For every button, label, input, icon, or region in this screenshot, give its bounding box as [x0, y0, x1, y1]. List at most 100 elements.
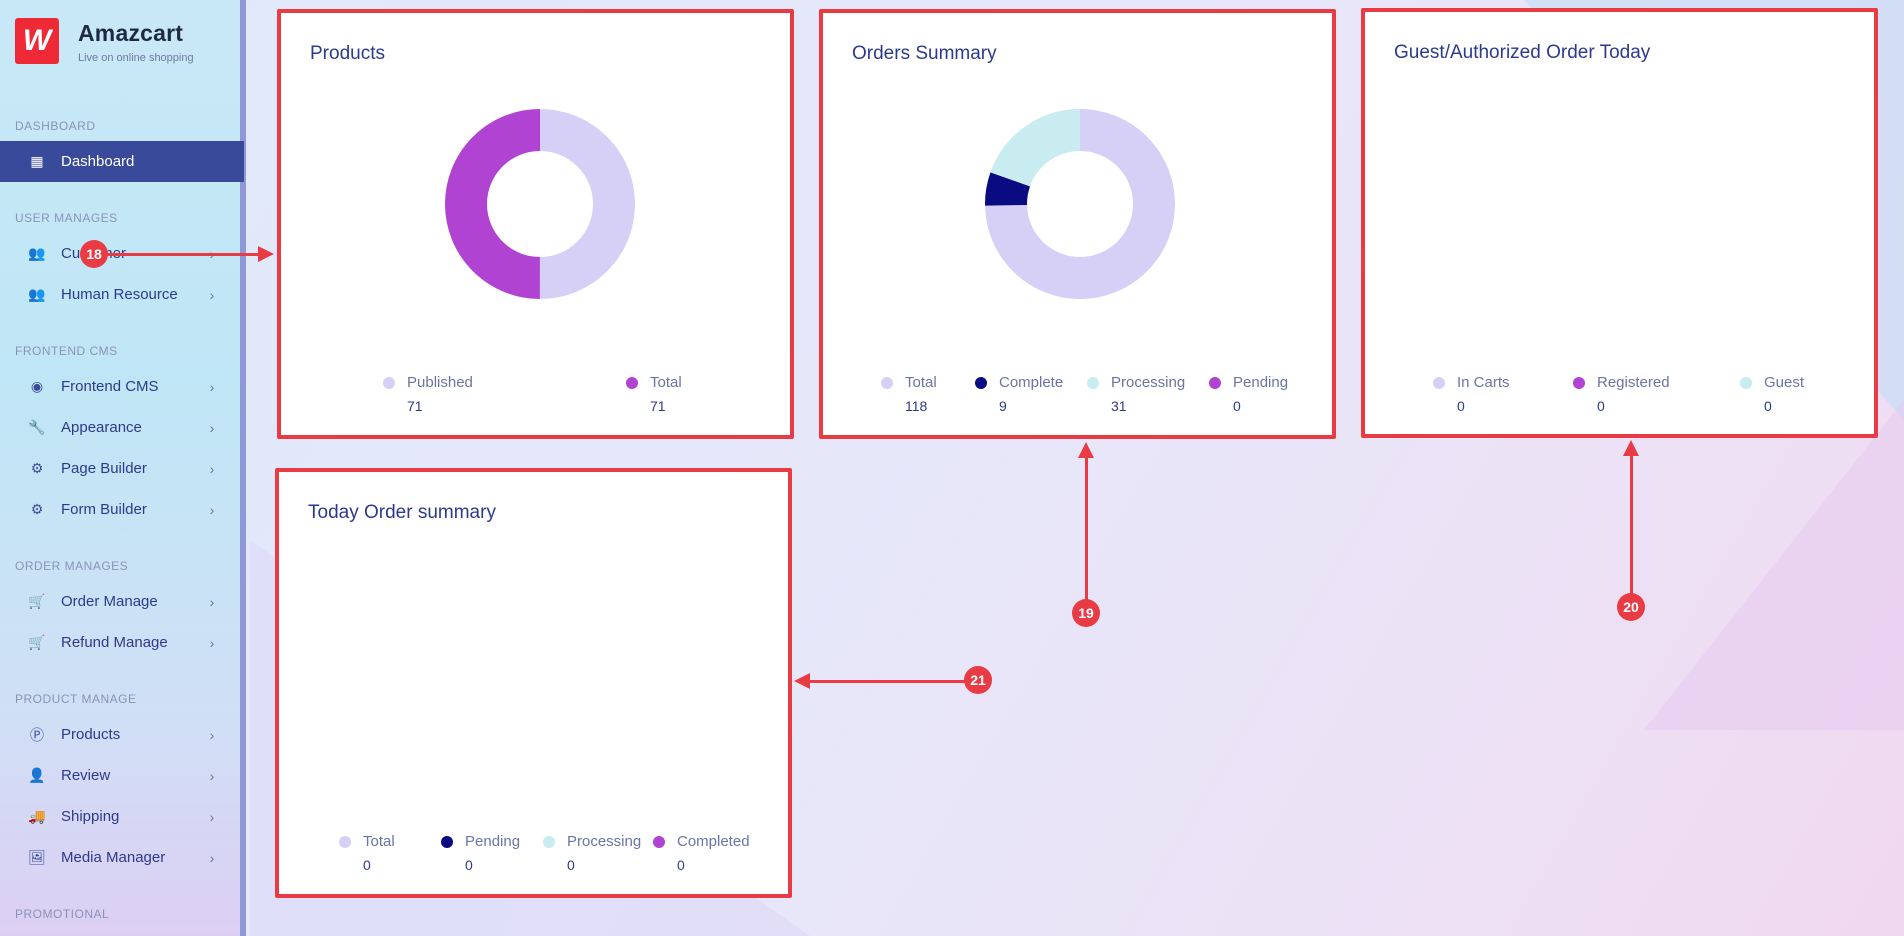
annotation-arrowhead: [258, 246, 274, 262]
sidebar-item-label: Frontend CMS: [61, 378, 159, 395]
annotation-arrow: [1085, 458, 1088, 608]
brand-title: Amazcart: [78, 20, 184, 46]
legend-dot: [441, 836, 453, 848]
chevron-right-icon: ›: [209, 460, 215, 477]
card-title: Orders Summary: [852, 43, 997, 64]
annotation-badge: 21: [964, 666, 992, 694]
sidebar-item-human-resource[interactable]: 👥 Human Resource ›: [0, 274, 244, 315]
guest-authorized-donut-chart: [1507, 88, 1737, 318]
legend-value: 0: [1233, 398, 1241, 414]
legend-label: Complete: [999, 374, 1064, 391]
card-title: Products: [310, 43, 385, 64]
legend-dot: [1209, 377, 1221, 389]
sidebar-item-label: Refund Manage: [61, 634, 168, 651]
gears-icon: ⚙: [30, 460, 44, 476]
annotation-arrowhead: [1623, 440, 1639, 456]
sidebar-item-form-builder[interactable]: ⚙ Form Builder ›: [0, 489, 244, 530]
cart-icon: 🛒: [28, 593, 46, 609]
legend-label: Registered: [1597, 374, 1670, 391]
orders-summary-donut-chart: [985, 109, 1175, 299]
legend-value: 9: [999, 398, 1007, 414]
chevron-right-icon: ›: [209, 501, 215, 518]
sidebar: W Amazcart Live on online shopping DASHB…: [0, 0, 246, 936]
annotation-badge: 18: [80, 240, 108, 268]
legend-value: 0: [1457, 398, 1465, 414]
background-shape: [1644, 400, 1904, 730]
sidebar-item-label: Media Manager: [61, 849, 166, 866]
sidebar-item-review[interactable]: 👤 Review ›: [0, 755, 244, 796]
donut-slice-complete[interactable]: [985, 109, 1175, 299]
sidebar-item-label: Order Manage: [61, 593, 158, 610]
chevron-right-icon: ›: [209, 634, 215, 651]
cart-icon: 🛒: [28, 634, 46, 650]
legend-dot: [653, 836, 665, 848]
sidebar-item-label: Dashboard: [61, 153, 135, 170]
donut-slice-total[interactable]: [445, 109, 635, 299]
legend-label: Processing: [1111, 374, 1186, 391]
sidebar-item-appearance[interactable]: 🔧 Appearance ›: [0, 407, 244, 448]
today-order-summary-card: Today Order summary Total 0 Pending 0 Pr…: [275, 468, 792, 898]
logo-icon: W: [15, 18, 59, 64]
donut-slice-processing[interactable]: [985, 109, 1175, 299]
legend-value: 71: [650, 398, 666, 414]
chevron-right-icon: ›: [209, 286, 215, 303]
card-title: Today Order summary: [308, 502, 496, 523]
brand-subtitle: Live on online shopping: [78, 52, 194, 64]
legend-label: Pending: [1233, 374, 1289, 391]
sidebar-item-label: Human Resource: [61, 286, 178, 303]
gears-icon: ⚙: [30, 501, 44, 517]
user-icon: 👤: [28, 767, 46, 783]
section-label-order-manages: ORDER MANAGES: [15, 559, 129, 573]
section-label-product-manage: PRODUCT MANAGE: [15, 692, 137, 706]
legend-label: Guest: [1764, 374, 1805, 391]
wrench-icon: 🔧: [28, 419, 46, 435]
legend-dot: [339, 836, 351, 848]
annotation-badge: 20: [1617, 593, 1645, 621]
legend-dot: [626, 377, 638, 389]
products-donut-chart: [445, 109, 635, 299]
section-label-user-manages: USER MANAGES: [15, 211, 118, 225]
section-label-frontend-cms: FRONTEND CMS: [15, 344, 118, 358]
sidebar-item-page-builder[interactable]: ⚙ Page Builder ›: [0, 448, 244, 489]
section-label-promotional: PROMOTIONAL: [15, 907, 110, 921]
annotation-arrowhead: [794, 673, 810, 689]
sidebar-item-products[interactable]: Ⓟ Products ›: [0, 714, 244, 755]
chevron-right-icon: ›: [209, 726, 215, 743]
card-title: Guest/Authorized Order Today: [1394, 42, 1651, 63]
legend-label: Total: [363, 833, 395, 850]
legend-value: 118: [905, 398, 928, 414]
annotation-arrowhead: [1078, 442, 1094, 458]
legend-label: Pending: [465, 833, 521, 850]
legend-dot: [1087, 377, 1099, 389]
legend-label: In Carts: [1457, 374, 1510, 391]
chevron-right-icon: ›: [209, 378, 215, 395]
sidebar-item-label: Appearance: [61, 419, 142, 436]
legend-value: 0: [363, 857, 371, 873]
truck-icon: 🚚: [28, 808, 46, 824]
legend-dot: [543, 836, 555, 848]
users-icon: 👥: [28, 286, 46, 302]
orders-summary-card: Orders Summary Total 118 Complete 9 Proc…: [819, 9, 1336, 439]
sidebar-item-dashboard[interactable]: ▦ Dashboard: [0, 141, 244, 182]
legend-label: Processing: [567, 833, 642, 850]
sidebar-item-order-manage[interactable]: 🛒 Order Manage ›: [0, 581, 244, 622]
image-icon: 🖼: [28, 849, 46, 865]
brand-logo[interactable]: W Amazcart Live on online shopping: [15, 18, 194, 64]
legend-value: 0: [465, 857, 473, 873]
product-p-icon: Ⓟ: [30, 726, 44, 743]
sidebar-item-media-manager[interactable]: 🖼 Media Manager ›: [0, 837, 244, 878]
users-icon: 👥: [28, 245, 46, 261]
sidebar-item-refund-manage[interactable]: 🛒 Refund Manage ›: [0, 622, 244, 663]
annotation-arrow: [94, 253, 260, 256]
sidebar-item-label: Products: [61, 726, 121, 743]
legend-dot: [881, 377, 893, 389]
legend-label: Total: [650, 374, 682, 391]
legend-label: Total: [905, 374, 937, 391]
sidebar-item-shipping[interactable]: 🚚 Shipping ›: [0, 796, 244, 837]
sidebar-item-frontend-cms[interactable]: ◉ Frontend CMS ›: [0, 366, 244, 407]
sidebar-item-label: Page Builder: [61, 460, 147, 477]
chevron-right-icon: ›: [209, 593, 215, 610]
annotation-arrow: [1630, 456, 1633, 602]
chevron-right-icon: ›: [209, 808, 215, 825]
legend-value: 0: [677, 857, 685, 873]
